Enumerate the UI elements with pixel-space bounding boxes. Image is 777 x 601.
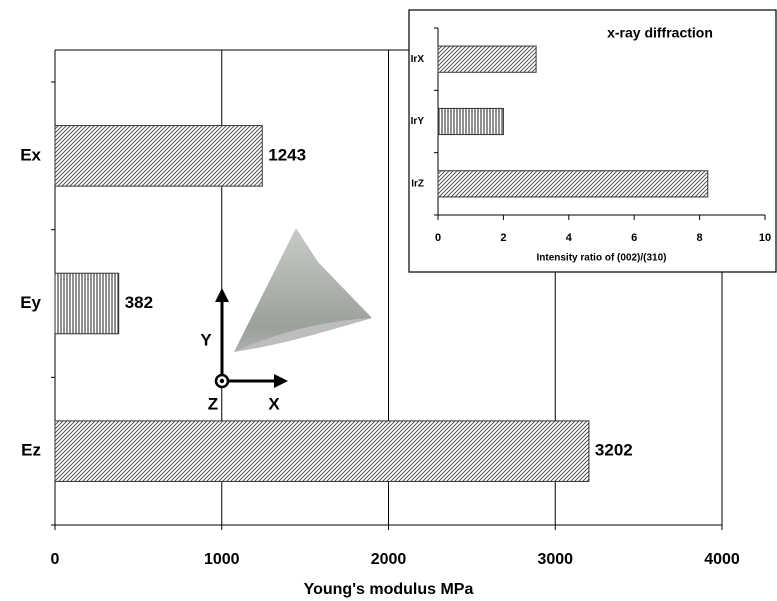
bar bbox=[55, 421, 589, 482]
x-tick-label: 0 bbox=[51, 551, 60, 568]
x-tick-label: 4000 bbox=[704, 551, 740, 568]
chart: 0 1000 2000 3000 4000 Ex 1243 Ey 382 Ez 3202 Young'… bbox=[0, 0, 777, 601]
axis-annotation: Z bbox=[208, 394, 218, 413]
x-tick-label: 0 bbox=[435, 232, 441, 244]
category-label: Ez bbox=[21, 441, 41, 460]
inset-title: x-ray diffraction bbox=[607, 25, 713, 41]
x-tick-label: 2000 bbox=[371, 551, 407, 568]
x-tick-label: 10 bbox=[759, 232, 771, 244]
value-label: 382 bbox=[125, 293, 153, 312]
category-label: IrX bbox=[411, 54, 425, 65]
x-tick-label: 8 bbox=[697, 232, 703, 244]
value-label: 1243 bbox=[268, 145, 306, 164]
bar bbox=[438, 171, 708, 197]
axis-annotation: X bbox=[268, 394, 280, 413]
x-axis-label: Intensity ratio of (002)/(310) bbox=[536, 253, 666, 264]
axis-annotation: Y bbox=[200, 330, 212, 349]
category-label: IrZ bbox=[411, 178, 424, 189]
category-label: IrY bbox=[411, 116, 425, 127]
value-label: 3202 bbox=[595, 441, 633, 460]
x-axis-label: Young's modulus MPa bbox=[304, 581, 474, 598]
bar bbox=[55, 273, 119, 334]
bar bbox=[438, 46, 536, 72]
bar bbox=[55, 126, 262, 187]
x-tick-label: 2 bbox=[500, 232, 506, 244]
bar bbox=[438, 108, 503, 134]
category-label: Ex bbox=[20, 145, 41, 164]
x-tick-label: 6 bbox=[631, 232, 637, 244]
x-tick-label: 3000 bbox=[537, 551, 573, 568]
category-label: Ey bbox=[20, 293, 41, 312]
x-tick-label: 1000 bbox=[204, 551, 240, 568]
x-tick-label: 4 bbox=[566, 232, 573, 244]
